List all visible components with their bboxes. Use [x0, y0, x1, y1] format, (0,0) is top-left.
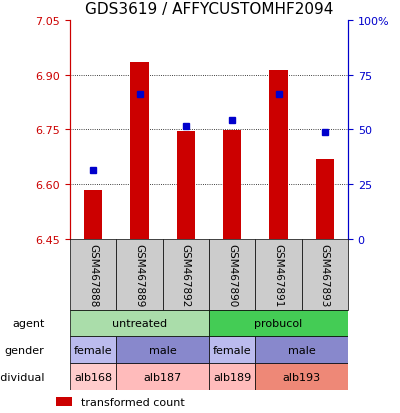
- Bar: [223, 131, 242, 240]
- Bar: [130, 63, 149, 240]
- Bar: [70, 240, 116, 310]
- Text: probucol: probucol: [254, 318, 303, 328]
- Text: female: female: [74, 345, 112, 355]
- Bar: [302, 240, 348, 310]
- Text: male: male: [288, 345, 316, 355]
- Text: alb189: alb189: [213, 372, 251, 382]
- Text: gender: gender: [5, 345, 44, 355]
- Text: alb168: alb168: [74, 372, 112, 382]
- Text: female: female: [213, 345, 252, 355]
- Text: untreated: untreated: [112, 318, 167, 328]
- Text: alb187: alb187: [144, 372, 182, 382]
- Bar: [163, 240, 209, 310]
- Text: male: male: [149, 345, 176, 355]
- Bar: [70, 310, 209, 337]
- Bar: [209, 240, 255, 310]
- Bar: [255, 240, 302, 310]
- Bar: [116, 363, 209, 390]
- Text: GSM467890: GSM467890: [227, 243, 237, 306]
- Bar: [84, 190, 102, 240]
- Text: agent: agent: [12, 318, 44, 328]
- Text: GSM467888: GSM467888: [88, 243, 98, 306]
- Text: GSM467892: GSM467892: [181, 243, 191, 306]
- Bar: [209, 310, 348, 337]
- Bar: [269, 71, 288, 240]
- Bar: [70, 337, 116, 363]
- Text: percentile rank within the sample: percentile rank within the sample: [81, 412, 269, 413]
- Bar: [70, 363, 116, 390]
- Text: GSM467893: GSM467893: [320, 243, 330, 306]
- Text: transformed count: transformed count: [81, 397, 185, 407]
- Bar: [116, 240, 163, 310]
- Bar: [116, 337, 209, 363]
- Bar: [316, 160, 334, 240]
- Text: individual: individual: [0, 372, 44, 382]
- Bar: [255, 363, 348, 390]
- Bar: [255, 337, 348, 363]
- Text: GSM467891: GSM467891: [274, 243, 284, 306]
- Bar: [56, 397, 72, 406]
- Title: GDS3619 / AFFYCUSTOMHF2094: GDS3619 / AFFYCUSTOMHF2094: [85, 2, 333, 17]
- Text: GSM467889: GSM467889: [134, 243, 144, 306]
- Bar: [176, 132, 195, 240]
- Text: alb193: alb193: [283, 372, 321, 382]
- Bar: [209, 337, 255, 363]
- Bar: [209, 363, 255, 390]
